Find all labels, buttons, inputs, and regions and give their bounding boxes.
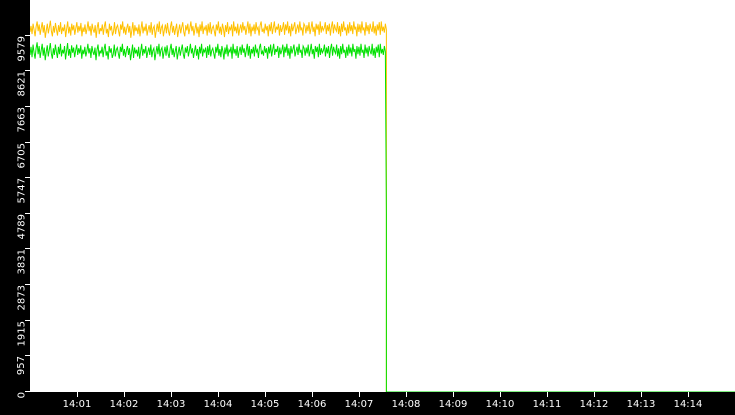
x-tick-label: 14:09	[438, 399, 468, 410]
y-tick-label: 4789	[16, 213, 27, 240]
y-tick-mark	[25, 177, 30, 179]
x-tick-label: 14:11	[532, 399, 562, 410]
x-tick-label: 14:06	[297, 399, 327, 410]
x-tick-label: 14:13	[626, 399, 656, 410]
y-tick-label: 2873	[16, 285, 27, 311]
x-tick-mark	[641, 392, 642, 397]
x-tick-label: 14:01	[62, 399, 92, 410]
x-tick-label: 14:04	[203, 399, 233, 410]
y-tick-mark	[25, 355, 30, 357]
y-tick-mark	[25, 319, 30, 321]
x-tick-label: 14:03	[156, 399, 186, 410]
y-tick-mark	[25, 391, 30, 392]
y-tick-mark	[25, 105, 30, 107]
x-tick-label: 14:10	[485, 399, 515, 410]
y-tick-label: 8621	[16, 71, 27, 97]
y-tick-mark	[25, 141, 30, 143]
series-line-orange	[30, 20, 735, 392]
x-tick-mark	[312, 392, 313, 397]
y-tick-mark	[25, 248, 30, 250]
y-tick-label: 9579	[16, 35, 27, 62]
y-tick-mark	[25, 212, 30, 214]
y-tick-mark	[25, 70, 30, 72]
x-tick-label: 14:05	[250, 399, 280, 410]
x-tick-mark	[359, 392, 360, 397]
x-tick-mark	[406, 392, 407, 397]
x-tick-label: 14:08	[391, 399, 421, 410]
y-tick-label: 957	[16, 356, 27, 376]
y-tick-label: 1915	[16, 320, 27, 347]
x-tick-mark	[77, 392, 78, 397]
y-tick-label: 5747	[16, 178, 27, 204]
x-tick-mark	[453, 392, 454, 397]
y-tick-label: 7663	[16, 106, 27, 133]
y-tick-mark	[25, 34, 30, 36]
plot-area	[30, 0, 735, 392]
x-axis-gutter	[0, 392, 735, 415]
plot-svg	[30, 20, 735, 392]
y-tick-label: 3831	[16, 249, 27, 275]
x-tick-mark	[594, 392, 595, 397]
y-tick-label: 0	[16, 392, 27, 399]
x-tick-label: 14:14	[673, 399, 703, 410]
x-tick-mark	[124, 392, 125, 397]
y-tick-label: 6705	[16, 142, 27, 168]
axis-corner	[0, 392, 30, 415]
x-tick-label: 14:07	[344, 399, 374, 410]
x-tick-mark	[218, 392, 219, 397]
x-tick-label: 14:02	[109, 399, 139, 410]
y-tick-mark	[25, 284, 30, 286]
x-tick-mark	[500, 392, 501, 397]
x-tick-mark	[688, 392, 689, 397]
x-tick-mark	[265, 392, 266, 397]
x-tick-mark	[547, 392, 548, 397]
x-tick-label: 14:12	[579, 399, 609, 410]
y-axis-gutter	[0, 0, 30, 392]
series-line-green	[30, 42, 735, 392]
x-tick-mark	[171, 392, 172, 397]
